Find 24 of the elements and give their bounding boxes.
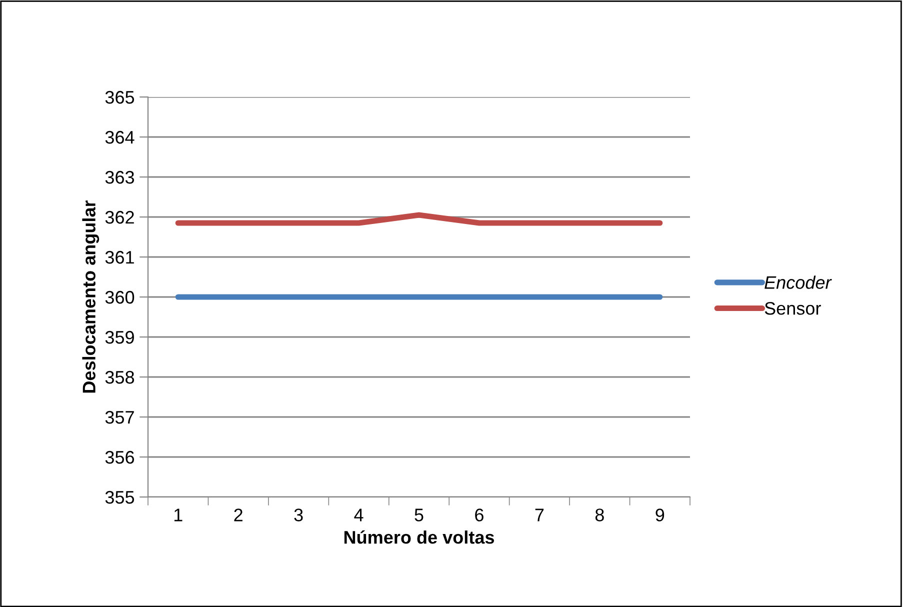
y-tick-label: 358 bbox=[105, 370, 134, 384]
x-tick-label: 5 bbox=[414, 508, 424, 522]
y-tick-label: 361 bbox=[105, 250, 134, 264]
y-tick-label: 357 bbox=[105, 410, 134, 424]
y-tick-label: 362 bbox=[105, 210, 134, 224]
x-tick-label: 2 bbox=[234, 508, 242, 522]
legend-label: Encoder bbox=[764, 276, 832, 289]
y-tick-label: 356 bbox=[105, 450, 134, 464]
x-tick-label: 1 bbox=[174, 508, 182, 522]
y-tick-label: 360 bbox=[105, 290, 134, 304]
x-tick-label: 3 bbox=[294, 508, 303, 522]
y-tick-label: 364 bbox=[105, 130, 134, 144]
y-axis-title: Deslocamento angular bbox=[82, 200, 100, 393]
y-tick-label: 359 bbox=[105, 330, 134, 344]
y-tick-label: 355 bbox=[105, 490, 134, 504]
x-tick-label: 9 bbox=[656, 508, 664, 522]
legend-label: Sensor bbox=[764, 302, 821, 315]
x-tick-label: 8 bbox=[595, 508, 604, 522]
x-tick-label: 6 bbox=[475, 508, 484, 522]
x-axis-title: Número de voltas bbox=[344, 530, 494, 544]
x-tick-label: 4 bbox=[354, 508, 364, 522]
y-tick-label: 365 bbox=[105, 90, 134, 104]
x-tick-label: 7 bbox=[535, 508, 544, 522]
y-tick-label: 363 bbox=[105, 170, 134, 184]
